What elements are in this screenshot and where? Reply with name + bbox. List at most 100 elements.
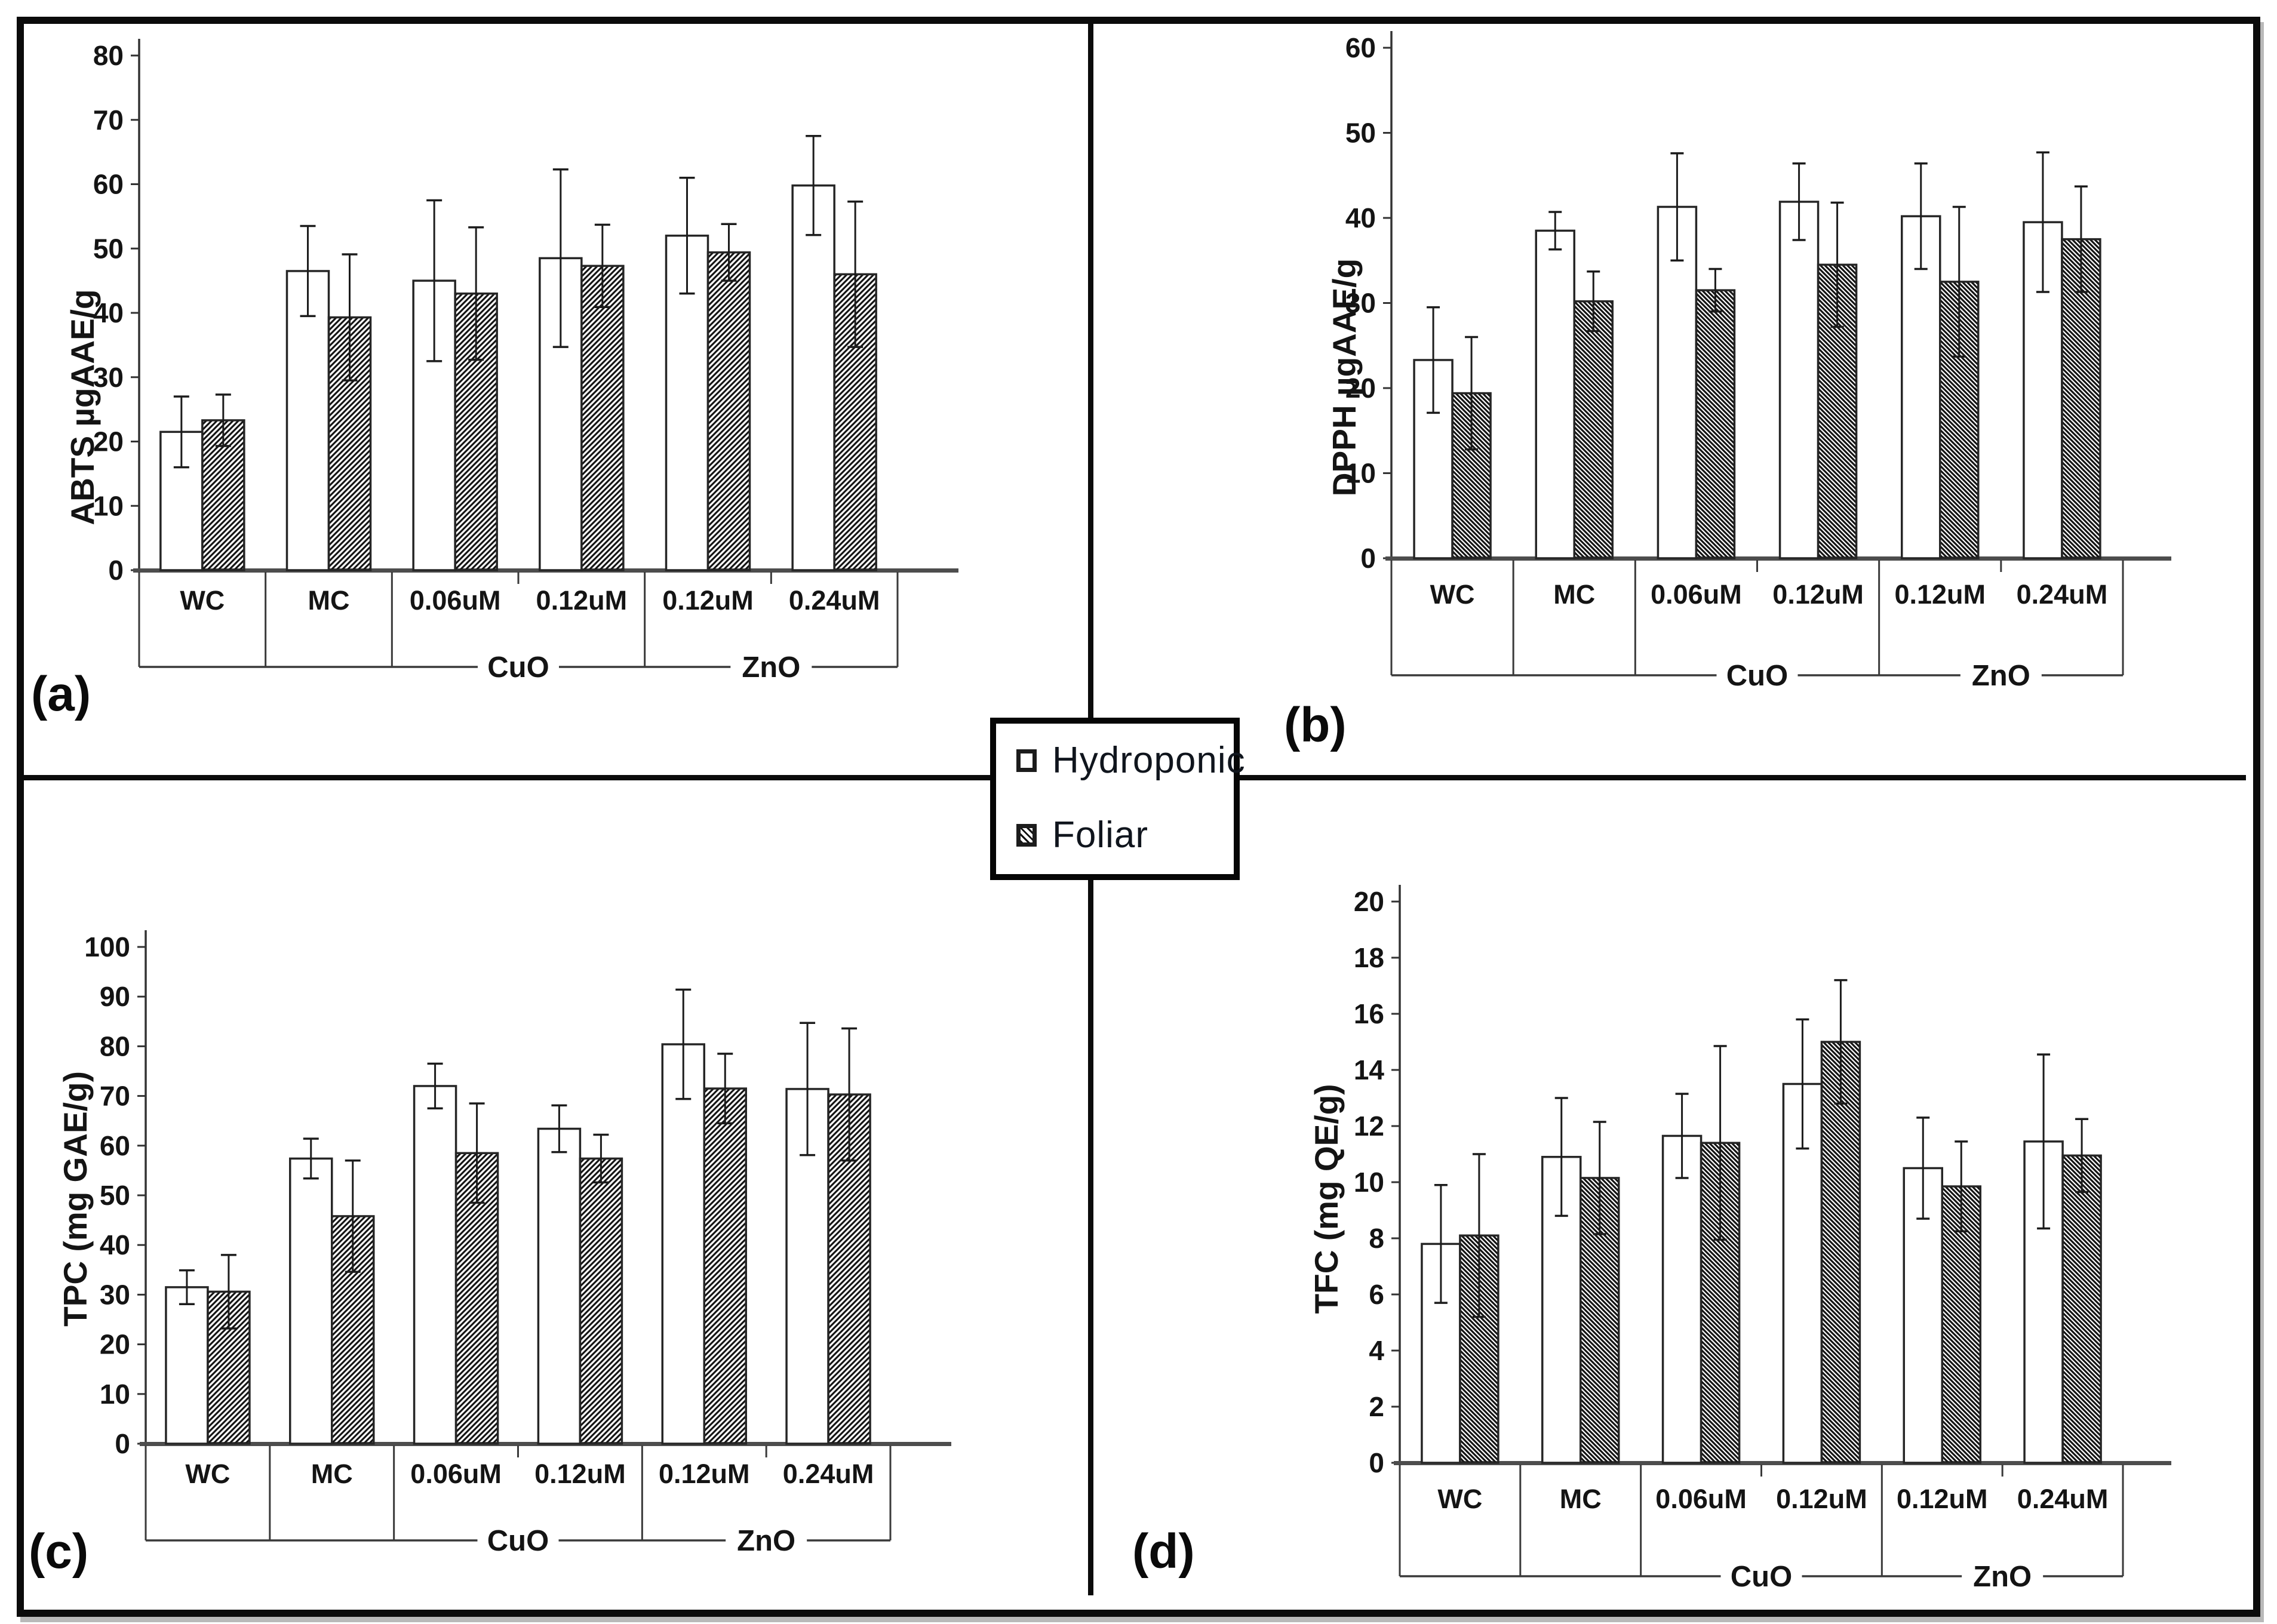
x-category-label: 0.24uM [783, 1459, 874, 1489]
y-tick-label: 50 [93, 233, 124, 264]
bar-foliar-0.12uM [1820, 1041, 1861, 1464]
group-label-bg [726, 1522, 807, 1558]
y-tick-label: 10 [1354, 1167, 1384, 1198]
y-tick-label: 12 [1354, 1111, 1384, 1142]
y-tick-label: 10 [1345, 458, 1376, 489]
x-group-label: ZnO [1973, 1561, 2032, 1593]
group-label-bg [730, 649, 812, 685]
bar-hydroponic-0.12uM [661, 1043, 705, 1445]
x-category-label: WC [1430, 579, 1475, 610]
y-tick-label: 8 [1369, 1223, 1384, 1254]
y-tick-label: 20 [1354, 886, 1384, 917]
chart-panel-b: 0 10 20 30 40 50 60 DPPH µgAAE/g WC MC 0.06uM 0.12u… [1326, 31, 2171, 693]
y-tick-label: 80 [100, 1031, 130, 1062]
y-tick-label: 100 [84, 931, 130, 962]
group-label-bg [1960, 657, 2042, 693]
y-tick-label: 30 [93, 362, 124, 393]
x-category-label: 0.12uM [1897, 1484, 1988, 1514]
y-tick-label: 10 [100, 1379, 130, 1410]
y-tick-label: 60 [1345, 32, 1376, 63]
y-axis-title: TPC (mg GAE/g) [57, 1071, 94, 1327]
x-category-label: 0.06uM [1655, 1484, 1747, 1514]
bar-foliar-0.12uM [1941, 1185, 1981, 1464]
y-tick-label: 40 [100, 1229, 130, 1260]
x-group-label: CuO [487, 651, 549, 684]
bar-hydroponic-MC [285, 270, 330, 571]
y-tick-label: 16 [1354, 998, 1384, 1029]
figure-legend: Hydroponic Foliar [990, 718, 1245, 880]
bar-hydroponic-MC [289, 1157, 333, 1445]
x-category-label: 0.24uM [2017, 579, 2108, 610]
y-tick-label: 60 [93, 169, 124, 200]
y-tick-label: 0 [108, 555, 124, 586]
group-label-bg [1962, 1558, 2044, 1594]
legend-label-hydroponic: Hydroponic [1052, 740, 1246, 781]
bar-foliar-0.06uM [1695, 289, 1736, 559]
bar-foliar-0.12uM [579, 1157, 623, 1445]
x-category-label: WC [180, 585, 225, 616]
y-axis-title: TFC (mg QE/g) [1308, 1084, 1345, 1314]
y-tick-label: 0 [1369, 1447, 1384, 1478]
bar-foliar-0.24uM [2061, 1154, 2102, 1464]
bar-hydroponic-0.12uM [537, 1127, 582, 1445]
chart-panel-c: 0 10 20 30 40 50 60 70 80 90 100 TPC (mg GAE/g) WC MC… [57, 930, 951, 1558]
hydroponic-swatch-icon [1016, 749, 1037, 772]
y-tick-label: 70 [100, 1081, 130, 1112]
bar-hydroponic-WC [165, 1286, 209, 1445]
x-category-label: 0.12uM [1894, 579, 1986, 610]
bar-foliar-0.12uM [706, 251, 751, 571]
x-category-label: WC [1437, 1484, 1482, 1514]
y-tick-label: 20 [100, 1329, 130, 1360]
y-axis-title: ABTS µgAAE/g [64, 289, 101, 525]
y-tick-label: 40 [93, 297, 124, 328]
panel-label-a: (a) [31, 667, 91, 721]
x-category-label: 0.24uM [2017, 1484, 2109, 1514]
y-tick-label: 60 [100, 1130, 130, 1161]
y-tick-label: 0 [1360, 543, 1376, 574]
x-category-label: MC [311, 1459, 353, 1489]
x-category-label: MC [1553, 579, 1595, 610]
foliar-swatch-icon [1016, 823, 1037, 847]
legend-row-hydroponic: Hydroponic [1016, 739, 1245, 782]
panel-label-c: (c) [29, 1524, 89, 1579]
panel-label-d: (d) [1132, 1524, 1195, 1579]
bar-hydroponic-0.06uM [1661, 1134, 1703, 1464]
bar-hydroponic-0.24uM [791, 184, 835, 571]
y-tick-label: 14 [1354, 1054, 1385, 1085]
panel-label-b: (b) [1284, 698, 1347, 752]
y-tick-label: 20 [1345, 373, 1376, 404]
x-category-label: 0.12uM [536, 585, 628, 616]
bar-hydroponic-0.12uM [1778, 201, 1820, 559]
x-category-label: 0.12uM [1776, 1484, 1867, 1514]
bar-hydroponic-MC [1535, 229, 1575, 559]
bar-foliar-MC [1573, 300, 1614, 559]
x-category-label: 0.12uM [662, 585, 754, 616]
x-category-label: 0.12uM [534, 1459, 626, 1489]
x-category-label: 0.12uM [1772, 579, 1864, 610]
x-category-label: MC [308, 585, 350, 616]
x-category-label: 0.12uM [659, 1459, 750, 1489]
y-tick-label: 2 [1369, 1391, 1384, 1422]
y-tick-label: 50 [1345, 118, 1376, 149]
y-tick-label: 6 [1369, 1279, 1384, 1310]
x-category-label: 0.24uM [789, 585, 880, 616]
legend-row-foliar: Foliar [1016, 814, 1228, 856]
group-label-bg [1716, 657, 1798, 693]
x-category-label: 0.06uM [410, 1459, 502, 1489]
y-tick-label: 30 [100, 1279, 130, 1310]
bar-hydroponic-0.06uM [413, 1085, 457, 1445]
y-tick-label: 20 [93, 426, 124, 457]
x-group-label: ZnO [1972, 660, 2030, 692]
y-axis-title: DPPH µgAAE/g [1326, 259, 1363, 496]
chart-panel-a: 0 10 20 30 40 50 60 70 80 ABTS µgAAE/g WC MC 0.06uM 0… [64, 39, 958, 685]
group-label-bg [1720, 1558, 1802, 1594]
y-tick-label: 0 [115, 1428, 130, 1459]
bar-foliar-0.12uM [580, 264, 625, 571]
x-group-label: CuO [487, 1525, 549, 1557]
y-tick-label: 4 [1369, 1335, 1384, 1366]
bar-foliar-0.12uM [1817, 263, 1858, 559]
bar-foliar-0.12uM [703, 1087, 747, 1445]
y-tick-label: 40 [1345, 202, 1376, 233]
chart-panel-d: 0 2 4 6 8 10 12 14 16 18 20 TFC (mg QE/g) WC MC 0.06uM… [1308, 885, 2171, 1594]
y-tick-label: 18 [1354, 942, 1384, 973]
